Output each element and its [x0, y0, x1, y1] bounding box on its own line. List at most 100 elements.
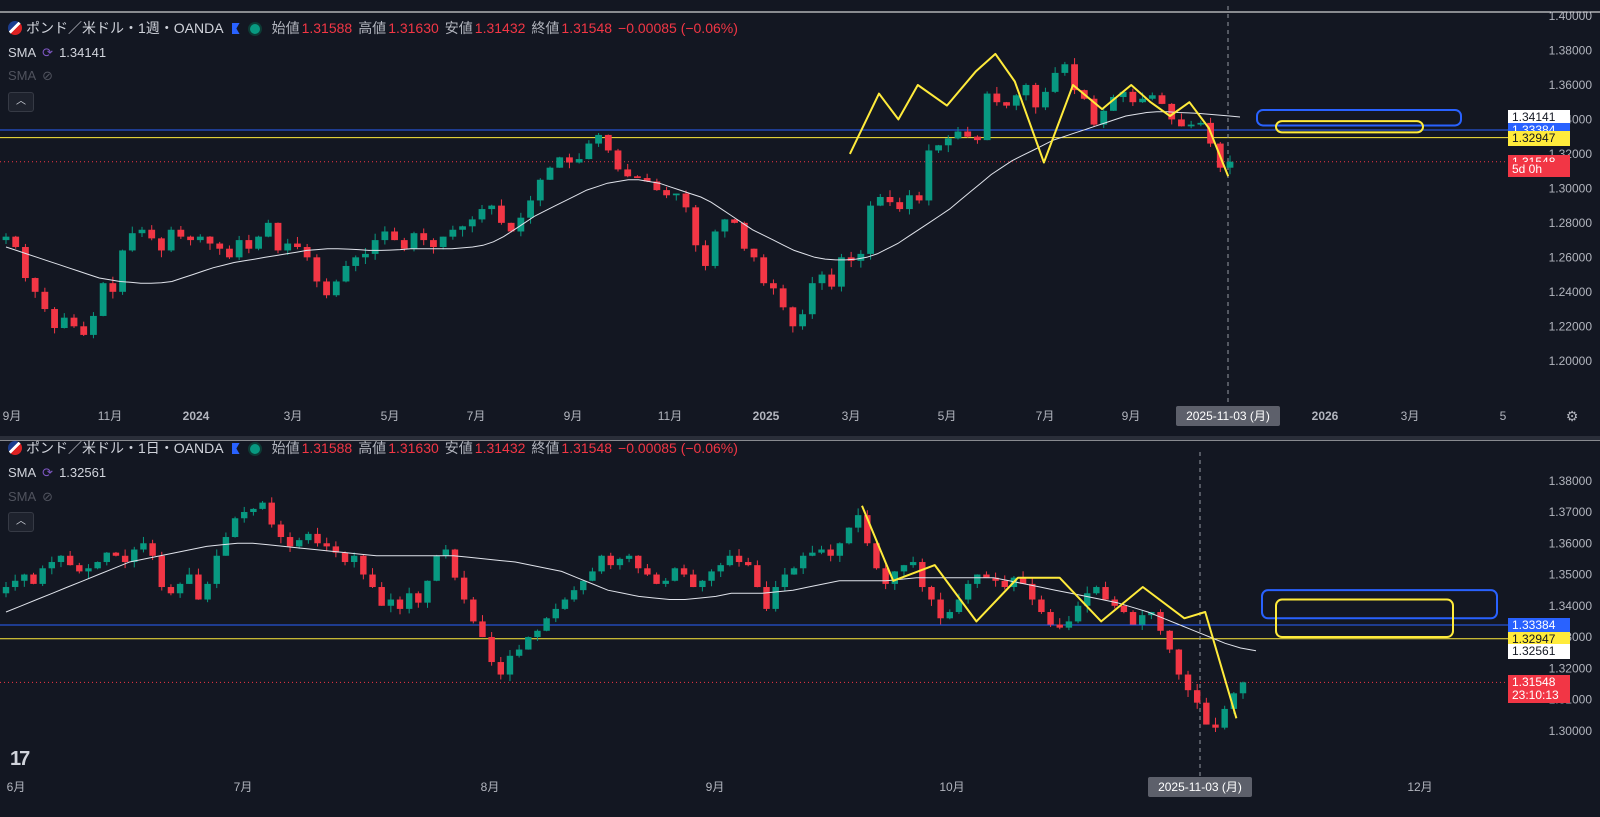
candle-body	[80, 326, 88, 335]
candle-body	[1221, 708, 1228, 728]
candle-body	[131, 549, 138, 563]
candle-body	[585, 143, 593, 160]
candle	[1175, 648, 1183, 680]
candle	[94, 561, 101, 570]
close-label: 終値	[531, 20, 560, 36]
candle-body	[909, 562, 917, 566]
daily-chart-canvas[interactable]: 1.380001.370001.360001.350001.340001.330…	[0, 440, 1600, 817]
candle	[396, 596, 404, 615]
candle	[391, 227, 398, 241]
candle-body	[488, 637, 495, 663]
candle	[277, 520, 285, 544]
candle	[536, 178, 544, 207]
candle-body	[48, 562, 56, 569]
sma-indicator-2[interactable]: SMA ⊘	[8, 68, 53, 84]
candle-body	[305, 533, 312, 541]
candle	[371, 233, 379, 260]
candle	[546, 166, 554, 181]
candle	[85, 564, 92, 579]
candle-body	[216, 243, 224, 249]
candle-body	[1120, 605, 1128, 613]
candle	[653, 178, 661, 191]
candle-body	[818, 274, 826, 284]
weekly-chart-pane[interactable]: 1.40000 1.38000 1.36000 1.34000 1.32000 1.300…	[0, 0, 1600, 436]
collapse-legend-button[interactable]: ︿	[8, 512, 34, 532]
candle-body	[449, 229, 457, 237]
sma-indicator-2[interactable]: SMA ⊘	[8, 489, 53, 505]
candle-body	[70, 317, 78, 327]
candle-body	[1003, 102, 1010, 106]
candle-body	[580, 580, 587, 591]
candle	[167, 226, 175, 253]
candle	[241, 506, 248, 523]
candle	[944, 135, 952, 153]
pane-separator[interactable]	[0, 436, 1600, 440]
candle-body	[294, 243, 301, 247]
candle-body	[90, 315, 97, 335]
sma-indicator-1[interactable]: SMA ⟳ 1.32561	[8, 465, 106, 481]
bookmark-flag-icon[interactable]	[231, 23, 240, 34]
y-tick-label: 1.24000	[1549, 285, 1593, 299]
y-tick-label: 1.30000	[1549, 724, 1593, 738]
y-tick-label: 1.28000	[1549, 216, 1593, 230]
candle-body	[1029, 583, 1036, 600]
x-tick-label: 3月	[842, 409, 861, 423]
daily-chart-pane[interactable]: 1.38000 1.37000 1.36000 1.35000 1.34000 1.330…	[0, 440, 1600, 817]
candle	[204, 581, 211, 603]
candle-body	[552, 608, 559, 619]
candle	[873, 542, 880, 570]
candle	[66, 550, 74, 566]
candle	[1110, 94, 1117, 111]
candle-body	[1019, 577, 1027, 584]
candle-body	[1139, 98, 1146, 103]
candle-body	[818, 549, 825, 553]
symbol-title[interactable]: ポンド／米ドル・1日・OANDA	[26, 440, 224, 456]
hidden-eye-icon[interactable]: ⊘	[42, 68, 54, 83]
candle-body	[11, 580, 19, 588]
candle-body	[94, 562, 101, 569]
candle	[296, 537, 303, 549]
date-label-text: 2025-11-03 (月)	[1158, 780, 1242, 794]
settings-gear-icon[interactable]: ⚙	[1566, 408, 1579, 424]
candle	[488, 204, 496, 215]
candle-body	[1056, 624, 1063, 628]
candle	[763, 581, 770, 612]
candle-body	[789, 307, 797, 327]
candle	[1065, 616, 1073, 631]
candle-body	[1090, 98, 1098, 125]
candle-body	[808, 283, 816, 315]
hidden-eye-icon[interactable]: ⊘	[42, 489, 54, 504]
x-tick-label: 3月	[284, 409, 303, 423]
candle-body	[430, 240, 437, 247]
collapse-legend-button[interactable]: ︿	[8, 92, 34, 112]
candle-body	[864, 515, 871, 544]
candle	[362, 247, 369, 265]
candle-body	[460, 577, 468, 600]
weekly-chart-canvas[interactable]: 1.400001.380001.360001.340001.320001.300…	[0, 0, 1600, 436]
candle	[925, 144, 933, 206]
tradingview-logo[interactable]: 17	[10, 748, 30, 770]
candle-body	[937, 599, 944, 619]
candle	[2, 233, 10, 244]
candle-body	[867, 205, 874, 254]
candle-body	[1230, 693, 1238, 709]
date-label-text: 2025-11-03 (月)	[1186, 409, 1270, 423]
candle	[919, 558, 926, 592]
sma-label: SMA	[8, 465, 37, 480]
candle	[313, 254, 321, 288]
candle-body	[1139, 615, 1146, 625]
candle-body	[255, 236, 262, 249]
sma-indicator-1[interactable]: SMA ⟳ 1.34141	[8, 45, 106, 61]
candle-body	[277, 524, 285, 538]
candle	[459, 225, 466, 237]
candle-body	[680, 568, 688, 575]
candle	[754, 560, 761, 588]
candle	[255, 235, 262, 251]
candle	[216, 241, 224, 255]
candle	[614, 148, 622, 172]
candle-body	[873, 543, 880, 569]
candle	[39, 565, 46, 586]
symbol-title[interactable]: ポンド／米ドル・1週・OANDA	[26, 20, 224, 36]
bookmark-flag-icon[interactable]	[231, 443, 240, 454]
candle-body	[51, 309, 58, 329]
